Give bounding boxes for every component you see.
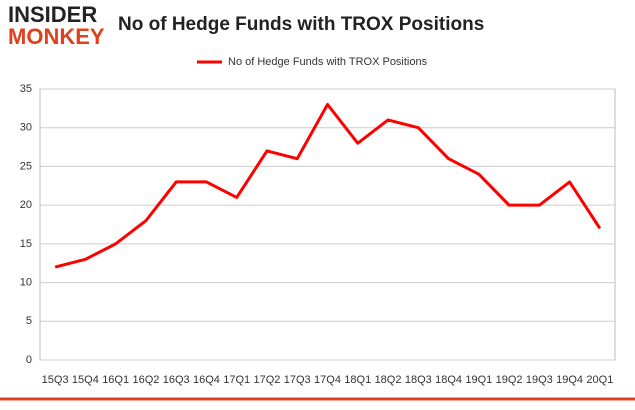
x-tick-label: 19Q2 [496,374,523,386]
x-tick-label: 16Q4 [193,374,220,386]
x-tick-label: 17Q3 [284,374,311,386]
y-tick-label: 15 [20,238,32,250]
logo-top: INSIDER [8,2,97,27]
chart-title: No of Hedge Funds with TROX Positions [118,14,484,35]
data-line [54,102,602,269]
y-tick-label: 0 [26,354,32,366]
x-tick-label: 16Q1 [102,374,129,386]
x-tick-label: 15Q4 [72,374,99,386]
y-tick-label: 10 [20,276,32,288]
x-tick-label: 17Q1 [223,374,250,386]
x-tick-label: 17Q2 [254,374,281,386]
x-tick-label: 16Q3 [163,374,190,386]
x-tick-label: 18Q2 [375,374,402,386]
x-tick-label: 19Q1 [465,374,492,386]
x-tick-label: 18Q4 [435,374,462,386]
x-tick-label: 16Q2 [132,374,159,386]
x-tick-label: 19Q3 [526,374,553,386]
y-tick-label: 25 [20,160,32,172]
x-tick-label: 17Q4 [314,374,341,386]
x-tick-label: 20Q1 [586,374,613,386]
legend-label: No of Hedge Funds with TROX Positions [228,56,428,68]
x-tick-label: 18Q1 [344,374,371,386]
y-tick-label: 30 [20,122,32,134]
logo-bottom: MONKEY [8,24,105,49]
y-tick-label: 20 [20,199,32,211]
x-tick-label: 18Q3 [405,374,432,386]
y-tick-label: 5 [26,315,32,327]
x-tick-label: 15Q3 [42,374,69,386]
x-tick-label: 19Q4 [556,374,583,386]
y-tick-label: 35 [20,83,32,95]
